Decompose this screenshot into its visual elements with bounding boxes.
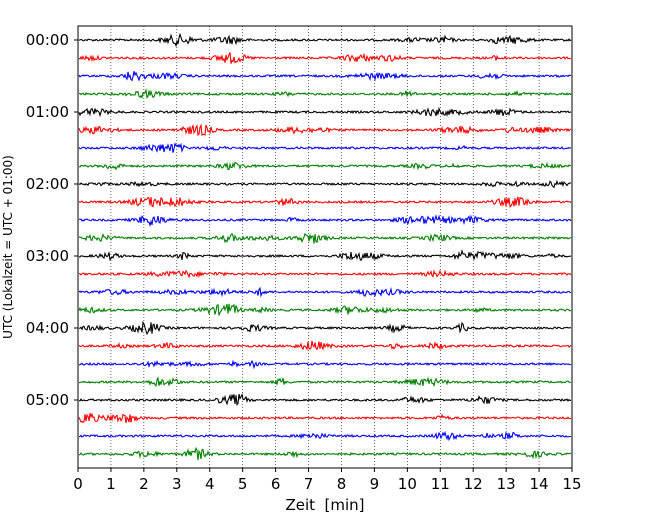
x-tick-label: 15 xyxy=(562,475,581,493)
trace-0000 xyxy=(78,32,572,48)
trace-0115 xyxy=(78,123,572,137)
trace-0045 xyxy=(78,88,572,99)
trace-0515 xyxy=(78,412,572,424)
y-axis-label: UTC (Lokalzeit = UTC + 01:00) xyxy=(1,155,15,339)
trace-0415 xyxy=(78,340,572,351)
trace-0330 xyxy=(78,286,572,298)
trace-0300 xyxy=(78,248,572,262)
x-axis-ticks: 0 1 2 3 4 5 6 7 8 9 10 11 12 13 14 15 xyxy=(73,468,582,493)
trace-0545 xyxy=(78,446,572,461)
y-axis-ticks: 00:00 01:00 02:00 03:00 04:00 05:00 xyxy=(26,31,78,409)
trace-0015 xyxy=(78,52,572,64)
x-axis-label: Zeit [min] xyxy=(285,496,364,514)
trace-group xyxy=(78,32,572,461)
x-tick-label: 7 xyxy=(304,475,314,493)
trace-0400 xyxy=(78,320,572,336)
x-tick-label: 13 xyxy=(497,475,516,493)
x-tick-label: 0 xyxy=(73,475,83,493)
x-tick-label: 8 xyxy=(337,475,347,493)
x-tick-label: 2 xyxy=(139,475,149,493)
vertical-grid xyxy=(110,26,540,468)
trace-0030 xyxy=(78,71,572,82)
trace-0215 xyxy=(78,196,572,208)
x-tick-label: 12 xyxy=(464,475,483,493)
x-tick-label: 3 xyxy=(172,475,182,493)
x-tick-label: 9 xyxy=(370,475,380,493)
trace-0100 xyxy=(78,106,572,118)
trace-0145 xyxy=(78,161,572,171)
x-tick-label: 10 xyxy=(398,475,417,493)
trace-0530 xyxy=(78,430,572,442)
trace-0230 xyxy=(78,214,572,228)
x-tick-label: 1 xyxy=(106,475,116,493)
y-tick-label: 04:00 xyxy=(26,319,69,337)
trace-0200 xyxy=(78,179,572,189)
trace-0315 xyxy=(78,269,572,279)
y-tick-label: 00:00 xyxy=(26,31,69,49)
x-tick-label: 11 xyxy=(431,475,450,493)
trace-0130 xyxy=(78,142,572,153)
x-tick-label: 4 xyxy=(205,475,215,493)
trace-0430 xyxy=(78,359,572,370)
x-tick-label: 5 xyxy=(238,475,248,493)
trace-0500 xyxy=(78,393,572,407)
y-tick-label: 01:00 xyxy=(26,103,69,121)
trace-0245 xyxy=(78,232,572,244)
y-tick-label: 03:00 xyxy=(26,247,69,265)
y-tick-label: 02:00 xyxy=(26,175,69,193)
x-tick-label: 14 xyxy=(530,475,549,493)
plot-frame xyxy=(77,25,573,469)
trace-0445 xyxy=(78,376,572,388)
x-tick-label: 6 xyxy=(271,475,281,493)
trace-0345 xyxy=(78,303,572,316)
y-tick-label: 05:00 xyxy=(26,391,69,409)
